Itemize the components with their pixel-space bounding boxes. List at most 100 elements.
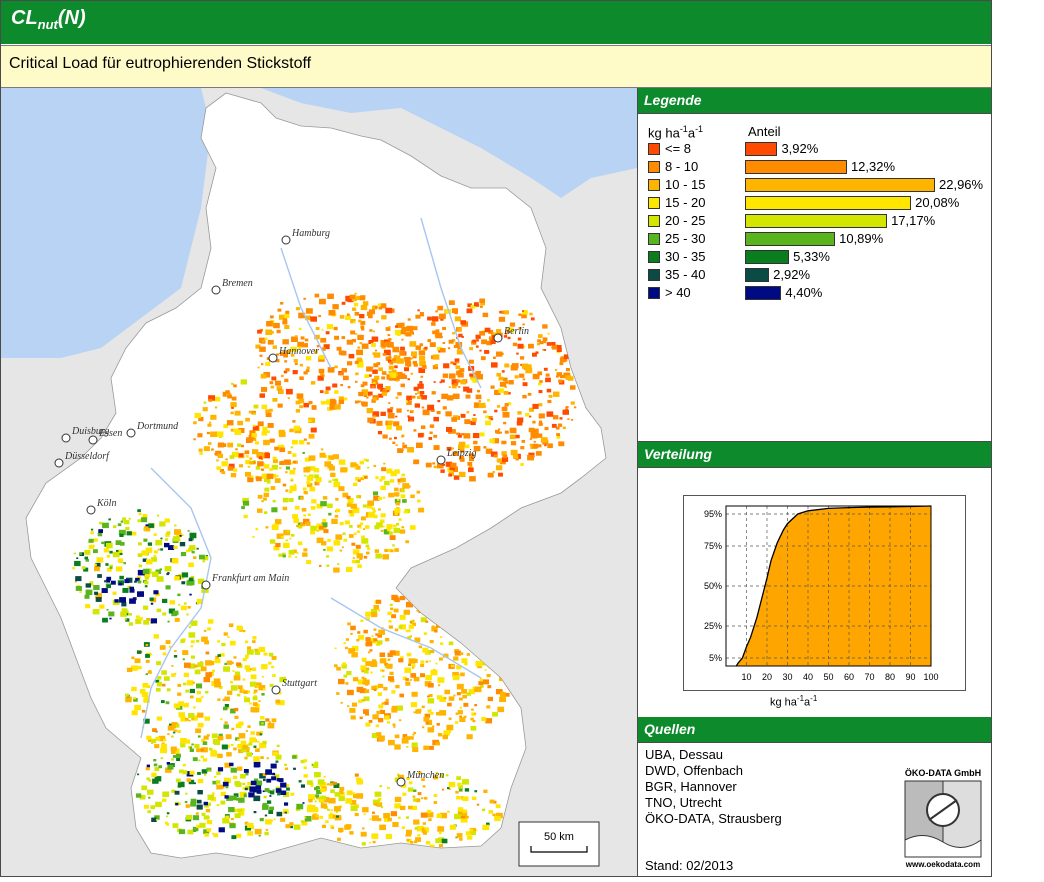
logo-top-text: ÖKO-DATA GmbH (904, 768, 982, 778)
legend-share-bar (745, 286, 782, 300)
legend-class-label: 15 - 20 (665, 195, 706, 210)
city-label: Frankfurt am Main (211, 573, 289, 584)
legend-share-bar (745, 196, 912, 210)
legend-swatch (648, 215, 660, 227)
city-marker (61, 433, 71, 443)
plot-frame (725, 505, 932, 667)
city-marker (86, 505, 96, 515)
city-label: Dortmund (136, 421, 179, 432)
legend-class-label: 30 - 35 (665, 249, 706, 264)
city-marker (268, 353, 278, 363)
city-marker (281, 235, 291, 245)
legend-swatch (648, 251, 660, 263)
critical-load-patches (72, 292, 586, 853)
city-marker (436, 455, 446, 465)
stand-date: Stand: 02/2013 (645, 858, 734, 873)
x-tick-label: 20 (762, 672, 772, 682)
city-label: Hamburg (291, 228, 330, 239)
city-marker (126, 428, 136, 438)
city-label: Stuttgart (282, 678, 317, 689)
y-tick-label: 25% (704, 621, 722, 631)
x-tick-label: 80 (885, 672, 895, 682)
city-marker (396, 777, 406, 787)
legend-share-value: 12,32% (850, 159, 896, 174)
distribution-chart-box: 10 20 30 40 50 60 70 80 90 100 5% 25% 50% 75% 95% (683, 495, 966, 691)
city-marker (88, 435, 98, 445)
legend-share-bar (745, 142, 778, 156)
x-tick-label: 60 (844, 672, 854, 682)
city-label: Duisburg (71, 426, 109, 437)
city-label: Hannover (278, 346, 319, 357)
city-label: Köln (96, 498, 116, 509)
city-label: Essen (98, 428, 122, 439)
legend-share-label: Anteil (748, 124, 781, 139)
legend-unit: kg ha-1a-1 (648, 124, 704, 141)
legend-share-value: 2,92% (773, 267, 811, 282)
legend-swatch (648, 143, 660, 155)
legend-swatch (648, 287, 660, 299)
legend-swatch (648, 161, 660, 173)
city-label: Leipzig (446, 448, 476, 459)
source-line: UBA, Dessau (645, 747, 724, 762)
y-tick-label: 95% (704, 509, 722, 519)
legend-swatch (648, 233, 660, 245)
subtitle-bar: Critical Load für eutrophierenden Sticks… (1, 45, 991, 88)
city-marker (201, 580, 211, 590)
legend-row: 8 - 10 12,32% (645, 159, 985, 175)
source-line: DWD, Offenbach (645, 763, 744, 778)
legend-class-label: > 40 (665, 285, 691, 300)
legend-share-value: 17,17% (891, 213, 936, 228)
legend-row: 10 - 15 22,96% (645, 177, 985, 193)
x-tick-label: 40 (803, 672, 813, 682)
legend-share-bar (745, 232, 836, 246)
legend-swatch (648, 197, 660, 209)
city-markers: Hamburg Bremen Berlin Hannover Leipzig Duisbu… (54, 228, 529, 787)
legend-class-label: 10 - 15 (665, 177, 706, 192)
city-marker (54, 458, 64, 468)
baltic-sea (1, 88, 637, 198)
page-title: CLnut(N) (11, 7, 86, 32)
distribution-xlabel: kg ha-1a-1 (770, 694, 818, 709)
legend-share-value: 22,96% (939, 177, 984, 192)
city-label: München (406, 770, 444, 781)
legend-share-bar (745, 214, 888, 228)
city-label: Bremen (222, 278, 253, 289)
y-tick-label: 50% (704, 581, 722, 591)
x-tick-label: 70 (864, 672, 874, 682)
legend-row: 15 - 20 20,08% (645, 195, 985, 211)
legend-share-value: 3,92% (781, 141, 819, 156)
legend-class-label: 8 - 10 (665, 159, 699, 174)
legend-class-label: 35 - 40 (665, 267, 706, 282)
source-line: TNO, Utrecht (645, 795, 722, 810)
x-tick-label: 50 (823, 672, 833, 682)
legend-swatch (648, 179, 660, 191)
logo-url: www.oekodata.com (905, 860, 981, 869)
legend-class-label: <= 8 (665, 141, 692, 156)
page-subtitle: Critical Load für eutrophierenden Sticks… (9, 55, 312, 72)
netherlands-land (1, 358, 61, 433)
germany-map: Hamburg Bremen Berlin Hannover Leipzig Duisbu… (1, 88, 637, 876)
title-bar: CLnut(N) (1, 1, 991, 44)
x-tick-label: 90 (905, 672, 915, 682)
source-line: BGR, Hannover (645, 779, 737, 794)
logo-graphic (904, 780, 982, 858)
legend-swatch (648, 269, 660, 281)
source-line: ÖKO-DATA, Strausberg (645, 811, 782, 826)
legend-row: 30 - 35 5,33% (645, 249, 985, 265)
legend-row: > 40 4,40% (645, 285, 985, 301)
legend-share-bar (745, 160, 847, 174)
map-scale-box: 50 km (518, 821, 600, 867)
cumulative-line (735, 505, 932, 667)
legend-row: 35 - 40 2,92% (645, 267, 985, 283)
legend-heading: Legende (638, 88, 991, 114)
scale-bar (530, 846, 588, 853)
map-panel: Hamburg Bremen Berlin Hannover Leipzig Duisbu… (1, 88, 638, 876)
city-label: Düsseldorf (64, 451, 110, 462)
legend-class-label: 20 - 25 (665, 213, 706, 228)
distribution-chart: 10 20 30 40 50 60 70 80 90 100 5% 25% 50% 75% 95% (704, 505, 939, 682)
city-label: Berlin (504, 326, 529, 337)
legend-share-value: 10,89% (839, 231, 884, 246)
scale-label: 50 km (544, 831, 574, 843)
legend-share-bar (745, 250, 790, 264)
legend-row: 25 - 30 10,89% (645, 231, 985, 247)
